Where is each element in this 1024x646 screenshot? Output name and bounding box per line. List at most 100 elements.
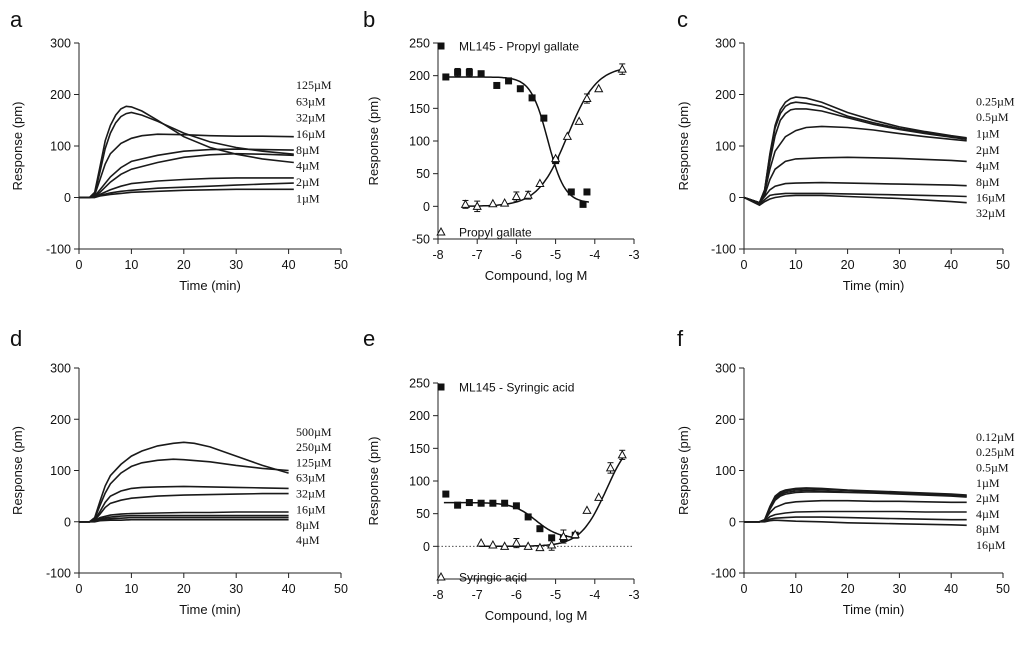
series-line-2µM: [744, 499, 967, 523]
series-line-4µM: [743, 156, 967, 204]
series-label: 32µM: [976, 206, 1006, 220]
series-label: 1µM: [296, 192, 320, 206]
y-tick-label: 150: [409, 442, 430, 456]
data-point-square: [477, 70, 485, 78]
series-label: 16µM: [296, 502, 326, 516]
data-point-triangle: [617, 449, 627, 459]
data-point-square: [540, 114, 548, 122]
legend-marker-triangle: [436, 226, 446, 236]
x-axis-title: Compound, log M: [485, 268, 588, 283]
data-point-triangle: [535, 542, 545, 552]
data-point-square: [454, 68, 462, 76]
data-point-triangle: [523, 541, 533, 550]
data-point-triangle: [476, 538, 486, 547]
series-label: 4µM: [976, 159, 1000, 173]
y-tick-label: 0: [64, 191, 71, 205]
data-point-square: [505, 77, 513, 85]
series-label: 8µM: [976, 175, 1000, 189]
series-label: 125µM: [296, 78, 332, 92]
legend-label: Syringic acid: [459, 571, 527, 585]
x-tick-label: -6: [511, 588, 522, 602]
x-tick-label: 20: [841, 258, 855, 272]
series-label: 0.5µM: [976, 460, 1009, 474]
x-tick-label: 40: [944, 258, 958, 272]
series-label: 500µM: [296, 425, 332, 439]
y-tick-label: 200: [715, 413, 736, 427]
data-point-square: [501, 499, 509, 507]
x-axis-title: Time (min): [179, 278, 241, 293]
x-tick-label: 30: [229, 258, 243, 272]
y-tick-label: -100: [46, 567, 71, 581]
series-label: 0.25µM: [976, 445, 1015, 459]
data-point-triangle: [499, 198, 510, 207]
x-axis-title: Time (min): [843, 278, 905, 293]
y-axis-title: Response (pm): [676, 426, 691, 515]
y-tick-label: 200: [409, 409, 430, 423]
series-line-32µM: [79, 133, 294, 199]
y-tick-label: 300: [715, 37, 736, 51]
x-axis-title: Time (min): [179, 602, 241, 617]
y-tick-label: 100: [715, 140, 736, 154]
panel-letter-b: b: [363, 7, 375, 32]
x-tick-label: 10: [124, 582, 138, 596]
series-line-0.25µM: [743, 96, 967, 204]
legend-marker-triangle: [436, 571, 446, 581]
y-tick-label: 100: [409, 475, 430, 489]
series-label: 8µM: [296, 518, 320, 532]
data-point-triangle: [488, 539, 498, 549]
x-tick-label: -5: [550, 588, 561, 602]
x-tick-label: -5: [550, 248, 561, 262]
data-point-triangle: [594, 83, 604, 93]
series-line-2µM: [743, 125, 967, 204]
y-tick-label: 250: [409, 377, 430, 391]
data-point-triangle: [562, 131, 573, 140]
data-point-triangle: [558, 531, 569, 541]
data-point-triangle: [472, 201, 482, 210]
panel-letter-a: a: [10, 7, 23, 32]
data-point-triangle: [594, 492, 604, 501]
y-axis-title: Response (pm): [366, 97, 381, 186]
series-label: 16µM: [296, 127, 326, 141]
x-tick-label: 40: [944, 582, 958, 596]
data-point-triangle: [511, 191, 522, 201]
series-label: 8µM: [976, 522, 1000, 536]
panel-a: a -100 0 100 200 300 0 10 20 30 40 50 Time (min) Resp…: [10, 7, 348, 293]
fit-curve-ML145 - Syringic acid: [443, 501, 578, 539]
series-label: 0.5µM: [976, 110, 1009, 124]
data-point-square: [512, 502, 520, 510]
data-point-square: [524, 513, 532, 521]
series-line-1µM: [743, 108, 967, 204]
data-point-square: [442, 73, 450, 81]
y-tick-label: 100: [50, 464, 71, 478]
data-point-triangle: [547, 539, 557, 549]
series-line-500µM: [79, 441, 289, 523]
y-tick-label: 100: [409, 135, 430, 149]
data-point-square: [465, 68, 473, 76]
y-tick-label: 100: [50, 140, 71, 154]
x-tick-label: 10: [789, 258, 803, 272]
series-label: 0.12µM: [976, 430, 1015, 444]
x-tick-label: -3: [628, 588, 639, 602]
series-line-1µM: [744, 491, 967, 523]
data-point-triangle: [511, 538, 522, 547]
y-axis-title: Response (pm): [10, 426, 25, 515]
panel-letter-f: f: [677, 326, 684, 351]
series-label: 0.25µM: [976, 95, 1015, 109]
data-point-square: [528, 94, 536, 102]
y-tick-label: 200: [50, 413, 71, 427]
data-point-triangle: [460, 199, 471, 208]
series-label: 4µM: [976, 507, 1000, 521]
legend-marker-square: [437, 383, 445, 391]
series-line-250µM: [79, 458, 289, 523]
data-point-square: [579, 200, 587, 208]
y-tick-label: -100: [711, 243, 736, 257]
x-tick-label: -7: [472, 588, 483, 602]
panel-letter-e: e: [363, 326, 375, 351]
series-label: 2µM: [296, 175, 320, 189]
data-point-square: [567, 188, 575, 196]
series-label: 16µM: [976, 191, 1006, 205]
x-tick-label: 0: [741, 582, 748, 596]
legend-marker-square: [437, 42, 445, 50]
y-tick-label: 200: [50, 88, 71, 102]
